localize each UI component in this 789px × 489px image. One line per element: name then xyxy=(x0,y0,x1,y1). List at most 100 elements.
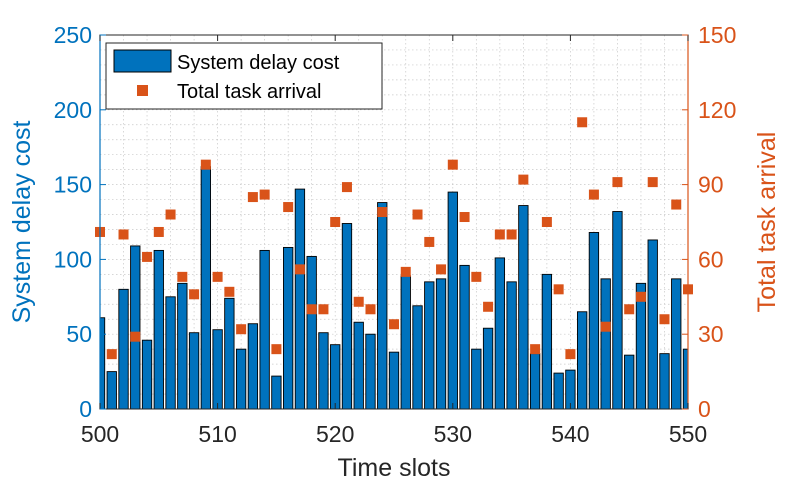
bar xyxy=(247,323,259,410)
bar xyxy=(224,297,235,410)
bar xyxy=(259,249,270,410)
task-arrival-marker xyxy=(647,177,658,188)
left-tick-label: 0 xyxy=(79,396,92,422)
task-arrival-marker xyxy=(400,266,411,277)
task-arrival-marker xyxy=(635,291,646,302)
x-tick-label: 500 xyxy=(81,421,119,447)
task-arrival-marker xyxy=(353,296,364,307)
right-tick-label: 30 xyxy=(698,321,724,347)
task-arrival-marker xyxy=(341,182,352,193)
bar xyxy=(577,311,588,410)
left-tick-label: 100 xyxy=(54,246,92,272)
bar xyxy=(130,245,141,410)
task-arrival-marker xyxy=(283,202,294,213)
task-arrival-marker xyxy=(330,217,341,227)
bar xyxy=(435,278,447,410)
task-arrival-marker xyxy=(577,117,588,128)
task-arrival-marker xyxy=(541,217,552,227)
task-arrival-marker xyxy=(424,236,435,247)
bar xyxy=(635,282,647,410)
bar xyxy=(600,278,611,410)
bar xyxy=(141,339,153,410)
bar xyxy=(412,305,423,410)
task-arrival-marker xyxy=(494,229,505,240)
right-tick-label: 150 xyxy=(698,22,736,48)
task-arrival-marker xyxy=(165,209,176,220)
task-arrival-marker xyxy=(259,189,270,200)
bar xyxy=(459,264,470,410)
bar xyxy=(647,239,658,410)
bar xyxy=(624,354,635,410)
left-axis-ticks: 0 50 100 150 200 250 xyxy=(54,22,106,422)
task-arrival-marker xyxy=(459,212,470,223)
bar xyxy=(177,282,188,410)
task-arrival-marker xyxy=(483,301,494,312)
task-arrival-marker xyxy=(612,177,623,188)
bar xyxy=(341,223,353,410)
left-tick-label: 250 xyxy=(54,22,92,48)
task-arrival-marker xyxy=(212,271,223,282)
task-arrival-marker xyxy=(224,286,235,297)
bar xyxy=(518,205,529,410)
task-arrival-marker xyxy=(588,189,599,200)
task-arrival-marker xyxy=(389,319,399,330)
task-arrival-marker xyxy=(436,264,447,275)
bar xyxy=(424,281,435,410)
right-axis-ticks: 0 30 60 90 120 150 xyxy=(682,22,736,422)
bar xyxy=(377,202,388,410)
task-arrival-marker xyxy=(271,344,282,355)
task-arrival-marker xyxy=(506,229,517,240)
bar xyxy=(588,232,600,410)
bar xyxy=(482,327,494,410)
right-tick-label: 60 xyxy=(698,246,724,272)
task-arrival-marker xyxy=(365,304,376,315)
bar xyxy=(306,255,317,410)
bar xyxy=(353,321,364,410)
bar xyxy=(388,351,400,410)
bar xyxy=(659,353,670,410)
legend-label-marker: Total task arrival xyxy=(177,81,322,103)
bar xyxy=(447,191,458,410)
bar xyxy=(682,348,689,410)
bar xyxy=(165,296,176,410)
x-axis-label: Time slots xyxy=(338,454,451,482)
bar xyxy=(365,333,376,410)
task-arrival-marker xyxy=(236,324,247,335)
task-arrival-marker xyxy=(600,321,611,332)
legend-swatch-bar xyxy=(113,49,172,73)
bar xyxy=(506,281,517,410)
task-arrival-marker xyxy=(553,284,564,295)
task-arrival-marker xyxy=(130,331,141,342)
bar xyxy=(553,372,564,410)
task-arrival-marker xyxy=(294,264,305,275)
legend: System delay cost Total task arrival xyxy=(105,42,383,110)
legend-label-bar: System delay cost xyxy=(177,52,340,74)
bar xyxy=(612,211,623,410)
task-arrival-marker xyxy=(530,344,541,355)
bar xyxy=(494,257,505,410)
task-arrival-marker xyxy=(153,226,164,237)
bar xyxy=(283,246,294,410)
task-arrival-marker xyxy=(306,304,317,315)
bar xyxy=(471,348,482,410)
bar xyxy=(200,166,211,410)
x-tick-label: 520 xyxy=(316,421,354,447)
left-tick-label: 200 xyxy=(54,97,92,123)
left-axis-label: System delay cost xyxy=(8,121,36,324)
task-arrival-marker xyxy=(106,349,117,360)
bar xyxy=(294,188,306,410)
task-arrival-marker xyxy=(118,229,129,240)
right-tick-label: 90 xyxy=(698,172,724,198)
bar xyxy=(118,288,129,410)
task-arrival-marker xyxy=(518,174,529,185)
marker-series xyxy=(95,117,693,360)
bar xyxy=(318,332,329,410)
task-arrival-marker xyxy=(318,304,329,315)
bar xyxy=(212,329,223,410)
x-tick-label: 550 xyxy=(669,421,707,447)
right-tick-label: 120 xyxy=(698,97,736,123)
bar xyxy=(235,348,247,410)
task-arrival-marker xyxy=(659,314,670,325)
left-tick-label: 150 xyxy=(54,172,92,198)
